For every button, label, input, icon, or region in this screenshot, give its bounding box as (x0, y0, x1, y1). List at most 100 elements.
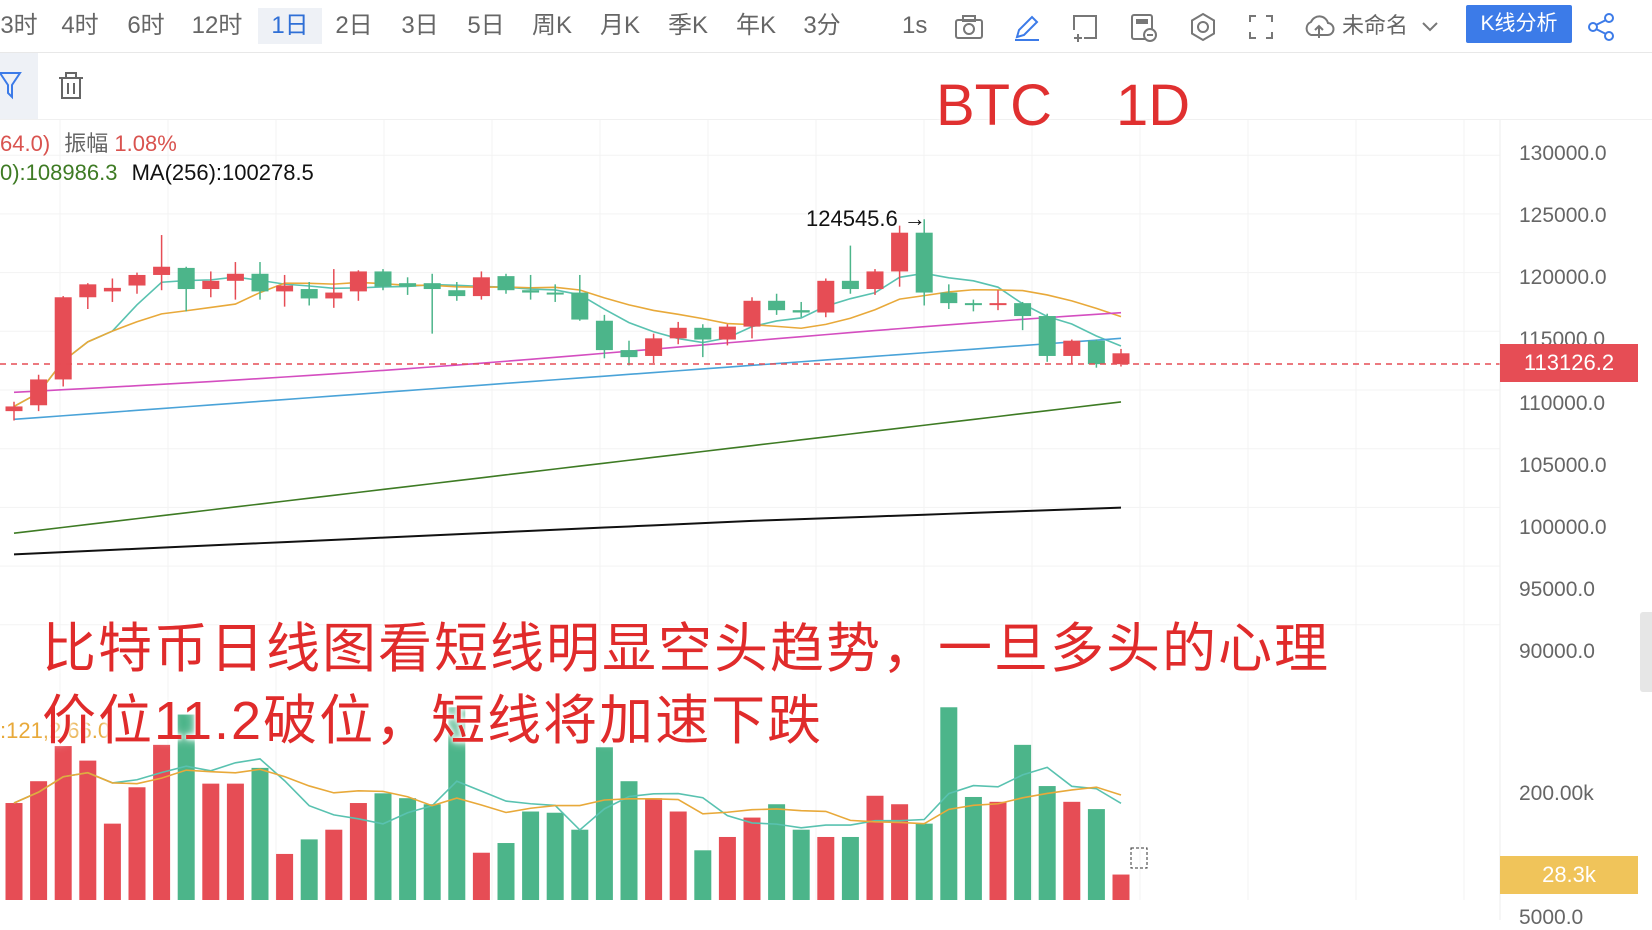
candle-body (300, 289, 318, 299)
ma-fast-line (13, 272, 1122, 408)
share-icon[interactable] (1584, 10, 1618, 44)
chevron-down-icon[interactable] (1418, 14, 1442, 38)
delete-icon[interactable] (54, 69, 88, 103)
drawing-toolbar (0, 53, 1652, 120)
volume-bar (423, 804, 441, 900)
timeframe-month[interactable]: 月K (599, 12, 640, 39)
ohlc-info: 64.0) 振幅 1.08% (0, 126, 177, 158)
candle-body (595, 320, 613, 351)
candle-body (325, 292, 343, 299)
timeframe-3min[interactable]: 3分 (803, 12, 841, 39)
volume-ma-lines (13, 758, 1122, 832)
interval-1s[interactable]: 1s (902, 12, 928, 39)
add-indicator-icon[interactable] (1068, 10, 1102, 44)
candle-body (276, 285, 294, 292)
timeframe-year[interactable]: 年K (735, 12, 776, 39)
candle-body (79, 284, 97, 298)
timeframe-3h[interactable]: 3时 (0, 12, 38, 39)
fullscreen-icon[interactable] (1244, 10, 1278, 44)
camera-icon[interactable] (952, 10, 986, 44)
moving-average-lines (13, 272, 1122, 556)
ma-info: 0):108986.3 MA(256):100278.5 (0, 160, 314, 186)
current-price-tag: 113126.2 (1500, 344, 1638, 382)
volume-ma-fast-line (13, 758, 1122, 832)
candle-body (669, 327, 687, 339)
candle-body (571, 292, 589, 320)
filter-tool[interactable] (0, 53, 38, 119)
volume-bar (103, 823, 121, 900)
candle-body (423, 283, 441, 290)
price-axis-label: 90000.0 (1519, 640, 1595, 663)
candle-body (1063, 340, 1081, 356)
candle-body (5, 406, 23, 412)
volume-bar (497, 843, 515, 900)
candle-body (940, 292, 958, 304)
ma-green-line (13, 401, 1122, 535)
pencil-icon[interactable] (1010, 10, 1044, 44)
timeframe-5d[interactable]: 5日 (467, 12, 505, 39)
timeframe-quarter[interactable]: 季K (667, 12, 708, 39)
cloud-upload-icon[interactable] (1302, 10, 1336, 44)
volume-bar (1063, 801, 1081, 900)
timeframe-1d[interactable]: 1日 (258, 8, 322, 44)
candles (5, 219, 1130, 421)
vol-ma-partial: :121, (0, 718, 49, 743)
annotation-line-1: 比特币日线图看短线明显空头趋势，一旦多头的心理 (42, 619, 1330, 679)
candle-body (226, 273, 244, 281)
candle-body (792, 310, 810, 313)
vol-ma-obscured: 2.6 (48, 718, 80, 743)
candle-body (448, 290, 466, 297)
timeframe-3d[interactable]: 3日 (401, 12, 439, 39)
timeframe-12h[interactable]: 12时 (191, 12, 243, 39)
sidebar-collapse-handle[interactable] (1640, 612, 1652, 692)
calculator-icon[interactable] (1126, 10, 1160, 44)
top-toolbar: 3时 4时 6时 12时 1日 2日 3日 5日 周K 月K 季K 年K 3分 … (0, 0, 1652, 53)
price-axis-label: 100000.0 (1519, 516, 1607, 539)
filter-icon[interactable] (0, 53, 38, 119)
volume-bar (620, 781, 638, 900)
volume-bar (694, 850, 712, 900)
candle-body (103, 287, 121, 292)
candle-body (522, 290, 540, 293)
ma-blue-line (13, 337, 1122, 421)
ma-256-line (13, 506, 1122, 556)
volume-bar (448, 707, 466, 900)
volume-bar (989, 801, 1007, 900)
volume-bar (202, 783, 220, 900)
chart-name[interactable]: 未命名 (1342, 13, 1409, 38)
k-analysis-button[interactable]: K线分析 (1466, 5, 1572, 43)
candle-body (743, 300, 761, 327)
timeframe-2d[interactable]: 2日 (335, 12, 373, 39)
volume-bar (571, 829, 589, 900)
volume-axis-bottom-label: 5000.0 (1519, 906, 1584, 929)
candle-body (817, 280, 835, 313)
volume-bar (226, 783, 244, 900)
ma-slow-line (13, 311, 1122, 394)
volume-bar (1014, 744, 1032, 900)
price-axis-label: 95000.0 (1519, 578, 1595, 601)
amplitude-value: 1.08% (114, 131, 177, 156)
price-axis-label: 130000.0 (1519, 142, 1607, 165)
timeframe-6h[interactable]: 6时 (127, 12, 165, 39)
timeframe-4h[interactable]: 4时 (61, 12, 99, 39)
volume-bar (5, 803, 23, 900)
volume-ma-info: :121,2.66.0 (0, 718, 110, 744)
candle-body (54, 297, 72, 380)
volume-bar (595, 747, 613, 900)
candle-body (768, 300, 786, 311)
ma-partial-value: 0):108986.3 (0, 160, 118, 185)
candle-body (546, 292, 564, 295)
volume-bar (325, 829, 343, 900)
candle-body (645, 338, 663, 356)
volume-axis-label: 200.00k (1519, 782, 1594, 805)
volume-bar (891, 804, 909, 900)
price-axis-label: 110000.0 (1519, 392, 1606, 415)
ma-mid-line (13, 281, 1122, 408)
settings-icon[interactable] (1186, 10, 1220, 44)
timeframe-week[interactable]: 周K (531, 12, 572, 39)
volume-bar (177, 714, 195, 900)
candle-body (374, 271, 392, 287)
candle-body (1038, 316, 1056, 356)
volume-bar (399, 798, 417, 900)
